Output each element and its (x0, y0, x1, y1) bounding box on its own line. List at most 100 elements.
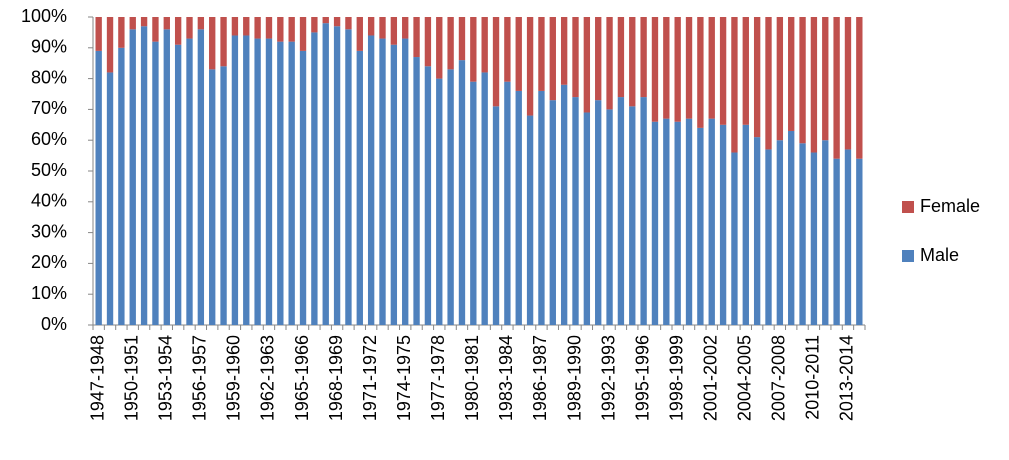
legend-label: Female (920, 196, 980, 216)
bar-segment (560, 17, 568, 85)
x-tick-label: 1968-1969 (326, 335, 346, 421)
bar-segment (231, 17, 239, 36)
bar-segment (220, 17, 227, 67)
bar-segment (810, 152, 818, 325)
bar-segment (572, 17, 579, 98)
bar-segment (299, 50, 307, 325)
bar-segment (697, 127, 704, 325)
bar-segment (265, 38, 273, 326)
bar-segment (833, 158, 840, 325)
bar-segment (163, 17, 170, 30)
bar-segment (549, 17, 556, 101)
bar-segment (402, 17, 409, 39)
bar-segment (140, 17, 148, 27)
bar-segment (697, 17, 704, 128)
legend-swatch (902, 250, 914, 262)
bar-segment (209, 69, 216, 325)
x-tick-label: 2007-2008 (769, 335, 789, 421)
bar-segment (367, 35, 375, 325)
bar-segment (674, 121, 681, 325)
y-tick-label: 30% (31, 221, 67, 241)
bar-segment (311, 17, 318, 33)
bar-segment (186, 38, 193, 326)
bar-segment (617, 97, 625, 325)
bar-segment (833, 17, 840, 159)
bar-segment (390, 17, 398, 45)
bar-segment (765, 149, 772, 325)
bar-segment (220, 66, 227, 325)
legend-swatch (902, 201, 914, 213)
bar-segment (549, 100, 556, 325)
bar-segment (629, 106, 636, 325)
bar-segment (856, 158, 863, 325)
bar-segment (810, 17, 818, 153)
bar-segment (118, 17, 125, 48)
y-tick-label: 40% (31, 191, 67, 211)
bar-segment (254, 17, 261, 39)
y-tick-label: 100% (21, 6, 67, 26)
bar-segment (95, 17, 102, 51)
y-tick-label: 20% (31, 252, 67, 272)
x-tick-label: 1965-1966 (292, 335, 312, 421)
bar-segment (753, 137, 761, 325)
bar-segment (152, 17, 159, 42)
x-tick-label: 1959-1960 (224, 335, 244, 421)
bar-segment (844, 149, 852, 325)
bar-segment (436, 17, 443, 79)
bar-segment (288, 17, 295, 42)
bar-segment (95, 50, 102, 325)
y-tick-label: 50% (31, 160, 67, 180)
bar-segment (402, 38, 409, 326)
bar-segment (776, 17, 784, 141)
bar-segment (322, 17, 329, 24)
bar-segment (822, 140, 829, 325)
bar-segment (640, 17, 647, 98)
bar-segment (379, 17, 386, 39)
bar-segment (742, 17, 749, 125)
bar-segment (322, 23, 329, 325)
bar-segment (776, 140, 784, 325)
bar-segment (345, 29, 352, 325)
bar-segment (129, 29, 136, 325)
bar-segment (209, 17, 216, 70)
bar-segment (299, 17, 307, 51)
bar-segment (640, 97, 647, 325)
bar-segment (174, 44, 182, 325)
bar-segment (742, 124, 749, 325)
x-tick-label: 1974-1975 (394, 335, 414, 421)
bar-segment (595, 100, 602, 325)
bar-segment (106, 17, 114, 73)
bar-segment (708, 118, 715, 325)
bar-segment (367, 17, 375, 36)
y-tick-label: 10% (31, 283, 67, 303)
bar-segment (572, 97, 579, 325)
bar-segment (595, 17, 602, 101)
bar-segment (424, 66, 432, 325)
bar-segment (617, 17, 625, 98)
bar-segment (492, 17, 500, 107)
bar-segment (333, 17, 341, 27)
bar-segment (708, 17, 715, 119)
bar-segment (538, 90, 545, 325)
y-tick-label: 70% (31, 98, 67, 118)
x-tick-label: 2010-2011 (803, 335, 823, 420)
bar-segment (413, 17, 420, 58)
x-tick-label: 1956-1957 (190, 335, 210, 421)
x-tick-label: 2004-2005 (735, 335, 755, 421)
bar-segment (424, 17, 432, 67)
bar-segment (197, 17, 205, 30)
bar-segment (856, 17, 863, 159)
bar-segment (254, 38, 261, 326)
bar-segment (458, 60, 466, 326)
bar-segment (481, 17, 488, 73)
y-tick-label: 0% (41, 314, 67, 334)
bar-segment (129, 17, 136, 30)
x-tick-label: 1986-1987 (530, 335, 550, 421)
bar-segment (504, 17, 511, 82)
bar-segment (753, 17, 761, 138)
bar-segment (413, 57, 420, 325)
bar-segment (583, 112, 591, 325)
bar-segment (163, 29, 170, 325)
bar-segment (844, 17, 852, 150)
bar-segment (651, 121, 659, 325)
